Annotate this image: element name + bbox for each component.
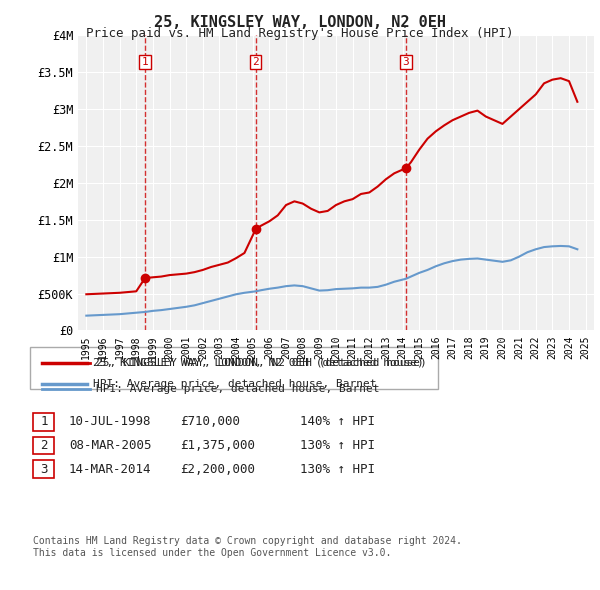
- Text: 3: 3: [403, 57, 409, 67]
- Text: £2,200,000: £2,200,000: [180, 463, 255, 476]
- Text: 25, KINGSLEY WAY, LONDON, N2 0EH (detached house): 25, KINGSLEY WAY, LONDON, N2 0EH (detach…: [93, 358, 424, 368]
- Text: 14-MAR-2014: 14-MAR-2014: [69, 463, 151, 476]
- Text: Contains HM Land Registry data © Crown copyright and database right 2024.
This d: Contains HM Land Registry data © Crown c…: [33, 536, 462, 558]
- Text: HPI: Average price, detached house, Barnet: HPI: Average price, detached house, Barn…: [96, 385, 380, 394]
- Text: 08-MAR-2005: 08-MAR-2005: [69, 439, 151, 452]
- Text: 10-JUL-1998: 10-JUL-1998: [69, 415, 151, 428]
- Text: 25, KINGSLEY WAY, LONDON, N2 0EH: 25, KINGSLEY WAY, LONDON, N2 0EH: [154, 15, 446, 30]
- Text: 25, KINGSLEY WAY, LONDON, N2 0EH (detached house): 25, KINGSLEY WAY, LONDON, N2 0EH (detach…: [96, 358, 427, 368]
- Text: 3: 3: [40, 463, 47, 476]
- Text: 140% ↑ HPI: 140% ↑ HPI: [300, 415, 375, 428]
- Text: HPI: Average price, detached house, Barnet: HPI: Average price, detached house, Barn…: [93, 379, 377, 389]
- Text: 1: 1: [40, 415, 47, 428]
- Text: Price paid vs. HM Land Registry's House Price Index (HPI): Price paid vs. HM Land Registry's House …: [86, 27, 514, 40]
- Text: 2: 2: [253, 57, 259, 67]
- Text: 1: 1: [142, 57, 148, 67]
- Text: 130% ↑ HPI: 130% ↑ HPI: [300, 463, 375, 476]
- Text: 2: 2: [40, 439, 47, 452]
- Text: 130% ↑ HPI: 130% ↑ HPI: [300, 439, 375, 452]
- Text: £710,000: £710,000: [180, 415, 240, 428]
- Text: £1,375,000: £1,375,000: [180, 439, 255, 452]
